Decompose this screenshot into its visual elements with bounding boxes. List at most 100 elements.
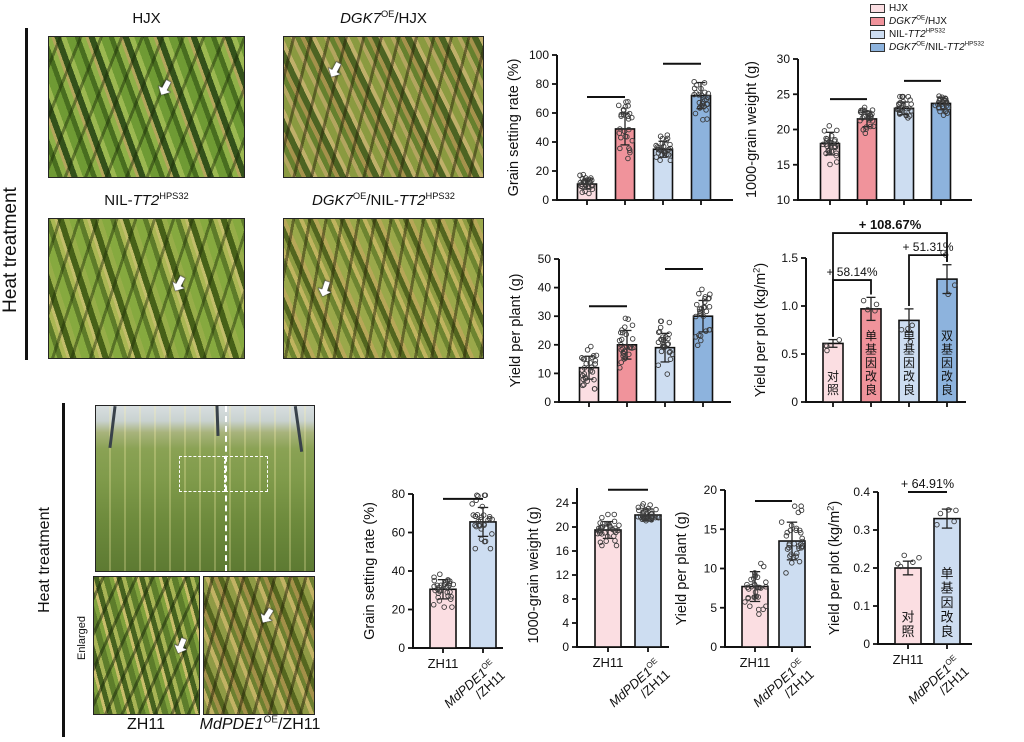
data-point (824, 347, 830, 354)
data-point (906, 113, 913, 119)
data-point (655, 514, 662, 521)
data-point (592, 358, 599, 364)
chart-thousand-grain-weight-zh11: 0 4 8 12 16 20 24 1000-grain weight (g) ZH11 MdPD… (525, 465, 690, 742)
data-point (937, 510, 944, 517)
data-point (579, 189, 586, 196)
y-tick-label: 0 (710, 640, 717, 654)
data-point (824, 136, 830, 142)
y-tick-label: 0.2 (853, 561, 870, 575)
data-point (658, 337, 665, 343)
data-point (798, 507, 805, 514)
data-point (760, 563, 767, 570)
data-point (896, 101, 902, 107)
data-point (656, 147, 663, 153)
data-point (612, 525, 618, 532)
data-point (605, 521, 612, 527)
data-point (866, 110, 872, 117)
data-point (794, 550, 800, 557)
data-point (486, 515, 493, 522)
data-point (945, 507, 952, 513)
y-axis-label: 1000-grain weight (g) (526, 506, 542, 643)
y-tick-label: 24 (556, 496, 570, 510)
bar-cn-label: 基 (865, 343, 877, 357)
greenhouse-post (215, 405, 219, 437)
bar-cn-label: 照 (827, 383, 839, 397)
y-tick-label: 20 (704, 483, 718, 497)
data-point (783, 570, 789, 576)
bar-2 (893, 107, 915, 201)
data-point (597, 539, 604, 546)
data-point (916, 554, 922, 561)
data-point (582, 374, 588, 380)
data-point (664, 371, 671, 377)
data-point (618, 111, 625, 118)
data-point (786, 542, 792, 548)
legend-entry-1: DGK7OE/HJX (870, 15, 984, 28)
y-tick-label: 25 (777, 87, 791, 101)
data-point (619, 329, 626, 336)
photo-label-2: NIL-TT2HPS32 (104, 191, 189, 209)
x-axis-label-0: ZH11 (739, 655, 771, 670)
data-point (589, 354, 596, 361)
data-point (831, 144, 837, 151)
y-tick-label: 80 (536, 77, 550, 91)
data-point (480, 512, 487, 518)
data-point (616, 522, 622, 528)
y-tick-label: 60 (392, 526, 406, 540)
top-heat-treatment-label: Heat treatment (0, 187, 21, 313)
data-point (472, 513, 479, 520)
data-point (863, 124, 870, 130)
chart-svg-yield-per-plot-heat: 0 0.5 1.0 1.5 Yield per plot (kg/m2​) 对照 单基因改良… (751, 217, 966, 409)
chart-yield-per-plant-heat: 0 10 20 30 40 50 Yield per plant (g) (505, 235, 739, 440)
data-point (836, 337, 842, 343)
data-point (784, 529, 790, 536)
data-point (873, 301, 880, 308)
data-point (658, 318, 664, 324)
y-tick-label: 1.5 (781, 251, 798, 265)
data-point (834, 127, 840, 134)
data-point (789, 560, 795, 566)
data-point (625, 155, 631, 162)
data-point (431, 583, 437, 590)
chart-svg-yield-per-plant-heat: 0 10 20 30 40 50 Yield per plant (g) (508, 252, 731, 409)
legend-swatch (870, 4, 885, 13)
chart-svg-thousand-grain-weight-heat: 10 15 20 25 30 1000-grain weight (g) (744, 52, 972, 207)
y-tick-label: 10 (538, 366, 552, 380)
data-point (479, 503, 486, 510)
data-point (901, 552, 907, 559)
panicle-arrow-icon (169, 635, 192, 658)
data-point (705, 296, 712, 302)
data-point (793, 527, 799, 534)
data-point (434, 582, 441, 589)
data-point (908, 108, 915, 114)
legend-label: HJX (889, 3, 908, 14)
data-point (861, 104, 868, 111)
data-point (783, 533, 790, 539)
sig-label: + 64.91% (901, 477, 954, 491)
rice-photo-0 (48, 36, 245, 178)
data-point (700, 313, 707, 319)
data-point (577, 179, 584, 186)
rice-photo-1 (283, 36, 484, 178)
data-point (611, 518, 618, 525)
data-point (621, 128, 628, 135)
data-point (621, 356, 627, 362)
data-point (447, 589, 453, 595)
data-point (936, 93, 942, 99)
data-point (778, 519, 785, 525)
data-point (788, 522, 795, 529)
data-point (625, 98, 631, 105)
data-point (478, 536, 485, 542)
data-point (897, 93, 903, 100)
y-tick-label: 80 (392, 487, 406, 501)
y-tick-label: 0.3 (853, 523, 870, 537)
enlarged-region-box-right (224, 455, 269, 492)
legend-label: DGK7OE/NIL-TT2HPS32 (889, 40, 985, 53)
data-point (635, 514, 641, 520)
data-point (583, 182, 589, 189)
chart-thousand-grain-weight-heat: 10 15 20 25 30 1000-grain weight (g) (740, 30, 1024, 235)
data-point (444, 589, 451, 596)
data-point (763, 579, 769, 585)
data-point (900, 93, 906, 100)
data-point (629, 137, 636, 144)
